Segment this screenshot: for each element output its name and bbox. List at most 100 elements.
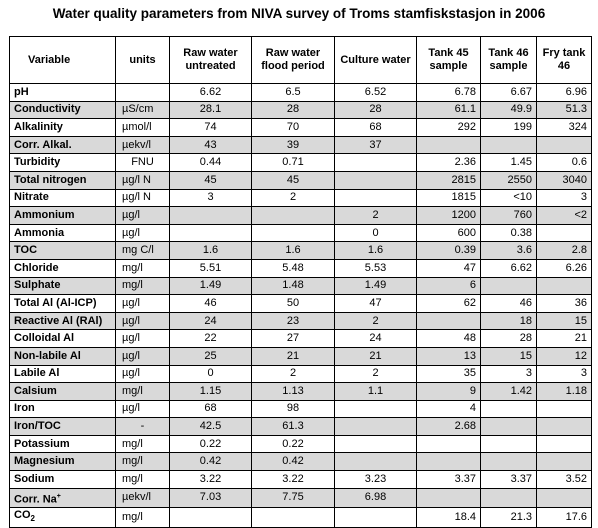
cell-value: 5.53 — [334, 258, 417, 278]
cell-value: 12 — [536, 346, 592, 366]
cell-value: 61.1 — [416, 100, 481, 120]
cell-value: 3.52 — [536, 470, 592, 489]
cell-variable: Conductivity — [9, 100, 116, 120]
cell-value: 15 — [480, 346, 537, 366]
cell-units: µg/l — [115, 294, 170, 313]
cell-value — [334, 188, 417, 208]
cell-value: 13 — [416, 346, 481, 366]
cell-value: 68 — [169, 399, 252, 419]
cell-value: 2.68 — [416, 417, 481, 436]
table-row: CO2 mg/l 18.4 21.3 17.6 — [9, 507, 592, 528]
cell-value: 760 — [480, 206, 537, 225]
cell-units: mg/l — [115, 470, 170, 489]
cell-value: 3040 — [536, 170, 592, 190]
cell-value — [416, 311, 481, 331]
header-variable: Variable — [9, 36, 116, 84]
cell-value: 1.49 — [334, 276, 417, 296]
cell-units: mg/l — [115, 276, 170, 296]
cell-variable: Reactive Al (RAl) — [9, 311, 116, 331]
cell-value: 45 — [251, 170, 335, 190]
cell-value: 28 — [251, 100, 335, 120]
cell-units: µS/cm — [115, 100, 170, 120]
cell-value: 2 — [334, 364, 417, 384]
cell-value — [169, 507, 252, 528]
cell-variable: CO2 — [9, 507, 116, 528]
cell-value — [169, 223, 252, 243]
cell-value: 6.52 — [334, 83, 417, 102]
cell-value: 6.96 — [536, 83, 592, 102]
cell-value: 324 — [536, 118, 592, 137]
header-row: Variable units Raw water untreated Raw w… — [9, 36, 592, 84]
table-row: Nitrate µg/l N 3 2 1815 <10 3 — [9, 188, 592, 208]
cell-units: mg/l — [115, 507, 170, 528]
cell-value: 1815 — [416, 188, 481, 208]
cell-value: 28.1 — [169, 100, 252, 120]
table-row: Conductivity µS/cm 28.1 28 28 61.1 49.9 51.3 — [9, 100, 592, 120]
cell-value: 0.71 — [251, 153, 335, 172]
table-row: Colloidal Al µg/l 22 27 24 48 28 21 — [9, 329, 592, 348]
cell-value: 39 — [251, 135, 335, 155]
cell-value: 1.42 — [480, 382, 537, 401]
cell-value: 74 — [169, 118, 252, 137]
water-quality-table: Variable units Raw water untreated Raw w… — [9, 36, 592, 528]
cell-value — [536, 399, 592, 419]
cell-value — [480, 452, 537, 472]
cell-value: 24 — [334, 329, 417, 348]
cell-value: 4 — [416, 399, 481, 419]
cell-value: 0.22 — [251, 434, 335, 454]
cell-value — [480, 135, 537, 155]
cell-value: 2815 — [416, 170, 481, 190]
table-row: pH 6.62 6.5 6.52 6.78 6.67 6.96 — [9, 83, 592, 102]
cell-value: 6 — [416, 276, 481, 296]
cell-variable: Chloride — [9, 258, 116, 278]
cell-value: 6.98 — [334, 487, 417, 509]
cell-value: 15 — [536, 311, 592, 331]
cell-value — [334, 434, 417, 454]
cell-variable: Colloidal Al — [9, 329, 116, 348]
cell-variable: Nitrate — [9, 188, 116, 208]
cell-value: 24 — [169, 311, 252, 331]
cell-value: 6.5 — [251, 83, 335, 102]
cell-value: 35 — [416, 364, 481, 384]
cell-units: mg/l — [115, 434, 170, 454]
cell-value: 3 — [536, 364, 592, 384]
cell-value: 7.03 — [169, 487, 252, 509]
cell-units: µg/l — [115, 223, 170, 243]
cell-value — [416, 135, 481, 155]
cell-variable: Iron/TOC — [9, 417, 116, 436]
table-row: Corr. Na+ µekv/l 7.03 7.75 6.98 — [9, 487, 592, 509]
cell-units: µg/l — [115, 311, 170, 331]
cell-value: 1.45 — [480, 153, 537, 172]
table-row: Potassium mg/l 0.22 0.22 — [9, 434, 592, 454]
cell-value: <2 — [536, 206, 592, 225]
cell-value: 0.44 — [169, 153, 252, 172]
cell-value — [536, 434, 592, 454]
cell-value: 21.3 — [480, 507, 537, 528]
cell-value: 1.49 — [169, 276, 252, 296]
cell-value: 5.48 — [251, 258, 335, 278]
cell-value: 1.6 — [251, 241, 335, 260]
cell-value — [334, 417, 417, 436]
cell-value — [416, 487, 481, 509]
cell-value — [251, 206, 335, 225]
table-row: Total nitrogen µg/l N 45 45 2815 2550 3040 — [9, 170, 592, 190]
cell-value: 36 — [536, 294, 592, 313]
cell-units: mg/l — [115, 452, 170, 472]
cell-value: 0 — [334, 223, 417, 243]
cell-value: 6.67 — [480, 83, 537, 102]
cell-value: 1.6 — [334, 241, 417, 260]
cell-value: 21 — [251, 346, 335, 366]
cell-variable: Alkalinity — [9, 118, 116, 137]
cell-value: 3 — [480, 364, 537, 384]
cell-value: 6.26 — [536, 258, 592, 278]
cell-value — [251, 223, 335, 243]
cell-units: mg/l — [115, 258, 170, 278]
cell-variable: Magnesium — [9, 452, 116, 472]
cell-value: 98 — [251, 399, 335, 419]
cell-value — [480, 487, 537, 509]
cell-value: 2.36 — [416, 153, 481, 172]
table-row: Iron µg/l 68 98 4 — [9, 399, 592, 419]
cell-value: 2.8 — [536, 241, 592, 260]
cell-value: 1.1 — [334, 382, 417, 401]
cell-variable: Labile Al — [9, 364, 116, 384]
